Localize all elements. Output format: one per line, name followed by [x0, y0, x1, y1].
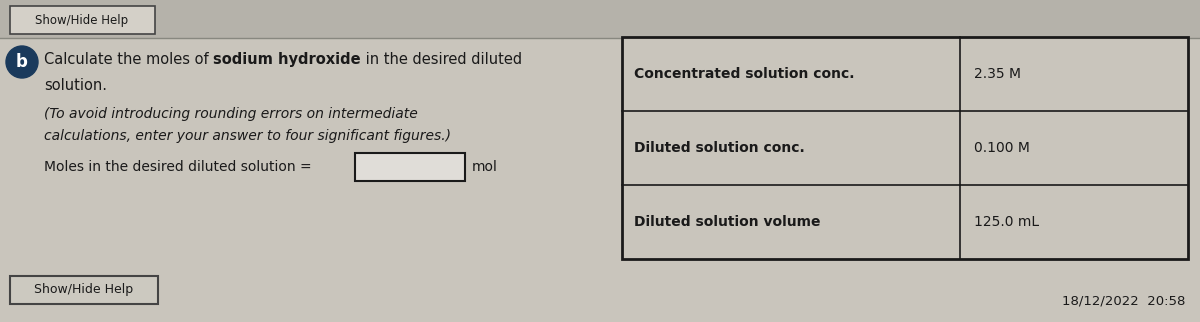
Text: solution.: solution. [44, 78, 107, 92]
Text: Diluted solution conc.: Diluted solution conc. [634, 141, 805, 155]
Text: calculations, enter your answer to four significant figures.): calculations, enter your answer to four … [44, 129, 451, 143]
FancyBboxPatch shape [355, 153, 466, 181]
Text: 2.35 M: 2.35 M [974, 67, 1021, 81]
Text: Show/Hide Help: Show/Hide Help [35, 283, 133, 297]
Text: in the desired diluted: in the desired diluted [361, 52, 522, 67]
FancyBboxPatch shape [10, 276, 158, 304]
Text: sodium hydroxide: sodium hydroxide [214, 52, 361, 67]
Circle shape [6, 46, 38, 78]
Text: 125.0 mL: 125.0 mL [974, 215, 1039, 229]
Text: Concentrated solution conc.: Concentrated solution conc. [634, 67, 854, 81]
Text: b: b [16, 53, 28, 71]
Text: (To avoid introducing rounding errors on intermediate: (To avoid introducing rounding errors on… [44, 107, 418, 121]
FancyBboxPatch shape [622, 37, 1188, 259]
FancyBboxPatch shape [0, 0, 1200, 38]
Text: Moles in the desired diluted solution =: Moles in the desired diluted solution = [44, 160, 312, 174]
Text: Show/Hide Help: Show/Hide Help [36, 14, 128, 26]
Text: Diluted solution volume: Diluted solution volume [634, 215, 821, 229]
Text: 0.100 M: 0.100 M [974, 141, 1030, 155]
Text: mol: mol [472, 160, 498, 174]
FancyBboxPatch shape [0, 38, 1200, 322]
FancyBboxPatch shape [10, 6, 155, 34]
Text: Calculate the moles of: Calculate the moles of [44, 52, 214, 67]
Text: 18/12/2022  20:58: 18/12/2022 20:58 [1062, 295, 1186, 308]
